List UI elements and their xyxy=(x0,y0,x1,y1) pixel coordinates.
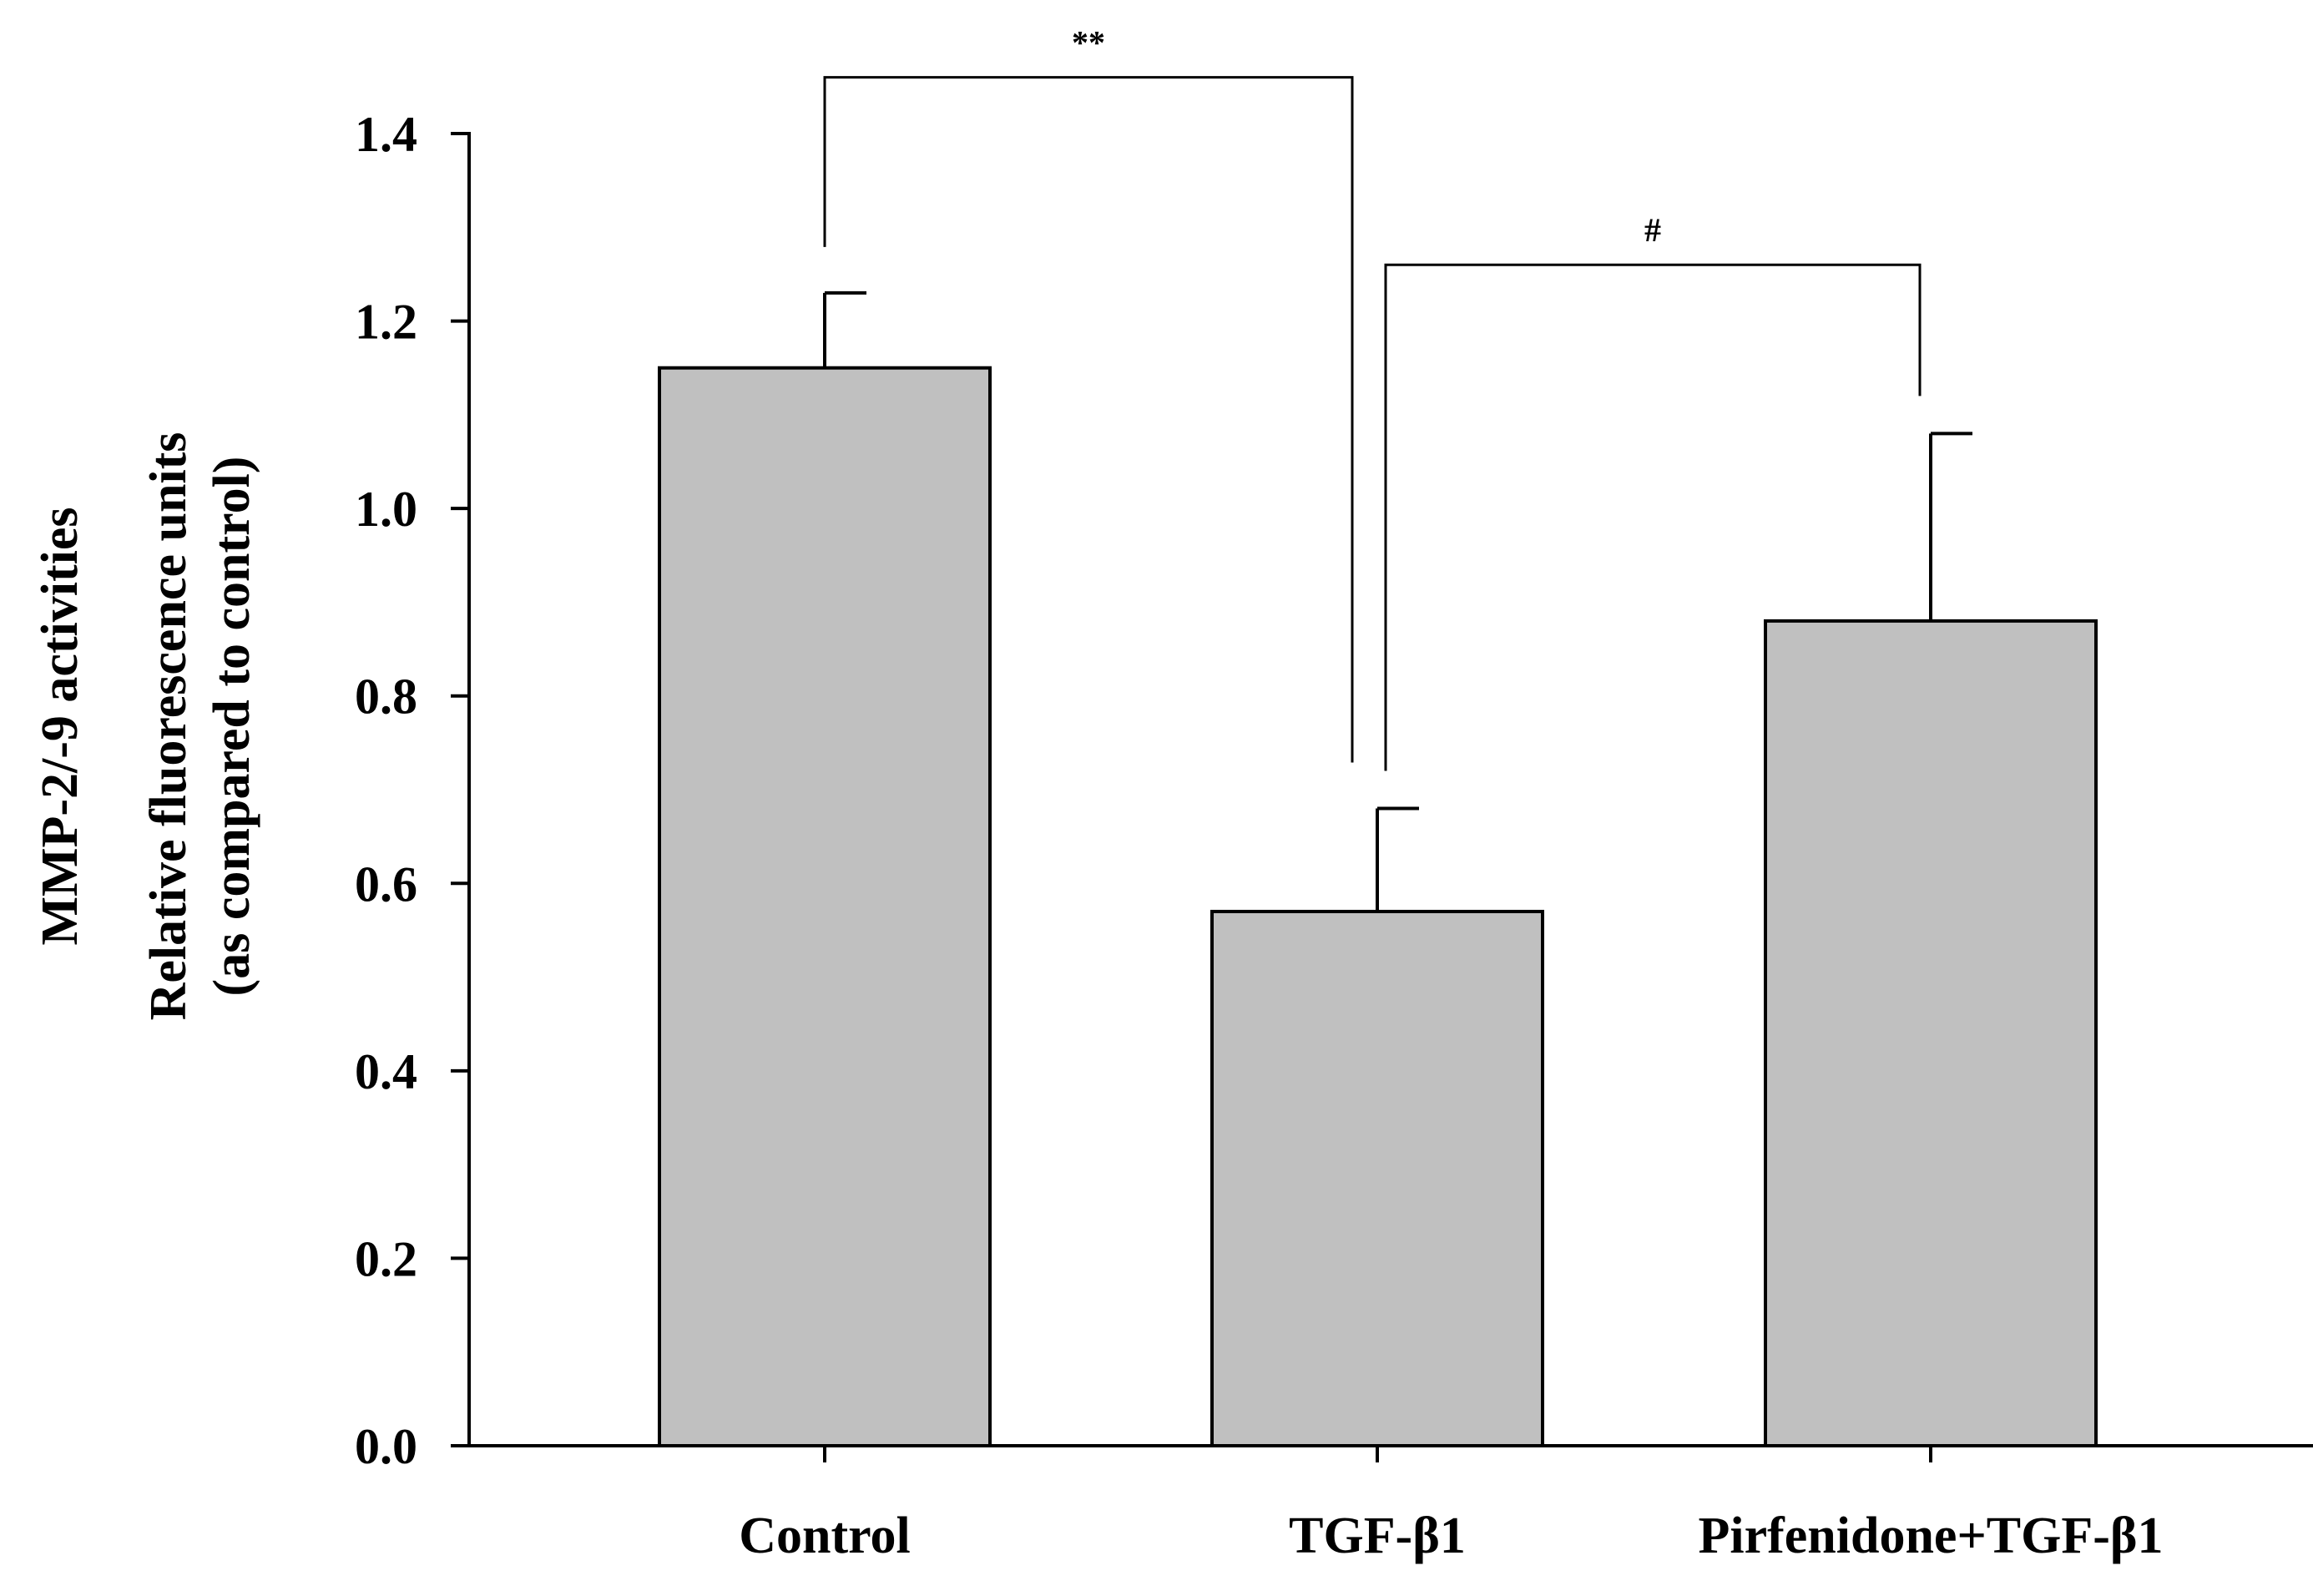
y-tick-label: 0.6 xyxy=(355,856,417,912)
y-tick-label: 1.4 xyxy=(355,107,417,162)
y-tick-label: 0.0 xyxy=(355,1419,417,1474)
significance-labels: ** # xyxy=(1072,24,1661,250)
y-tick-label: 0.4 xyxy=(355,1044,417,1099)
plot-marks xyxy=(451,76,2313,1462)
y-tick-label: 1.0 xyxy=(355,482,417,537)
y-axis-title-line-3: (as compared to control) xyxy=(204,457,260,997)
significance-label: ** xyxy=(1072,24,1105,62)
y-axis-title: MMP-2/-9 activities Relative fluorescenc… xyxy=(32,432,260,1021)
y-axis-title-line-1: MMP-2/-9 activities xyxy=(32,507,88,945)
x-category-label: TGF-β1 xyxy=(1289,1508,1466,1564)
bar xyxy=(1764,619,2098,1447)
x-category-label: Control xyxy=(739,1508,911,1564)
y-axis-title-line-2: Relative fluorescence units xyxy=(140,432,197,1021)
y-tick-label: 0.2 xyxy=(355,1231,417,1286)
y-tick-labels: 0.0 0.2 0.4 0.6 0.8 1.0 1.2 1.4 xyxy=(355,107,417,1474)
significance-bracket xyxy=(823,76,1354,763)
x-category-label: Pirfenidone+TGF-β1 xyxy=(1698,1508,2163,1564)
significance-label: # xyxy=(1644,211,1661,249)
x-category-labels: Control TGF-β1 Pirfenidone+TGF-β1 xyxy=(739,1508,2163,1564)
bar xyxy=(658,366,992,1448)
y-tick-label: 0.8 xyxy=(355,669,417,725)
significance-bracket xyxy=(1384,263,1922,771)
y-tick-label: 1.2 xyxy=(355,295,417,350)
bar xyxy=(1210,909,1544,1447)
